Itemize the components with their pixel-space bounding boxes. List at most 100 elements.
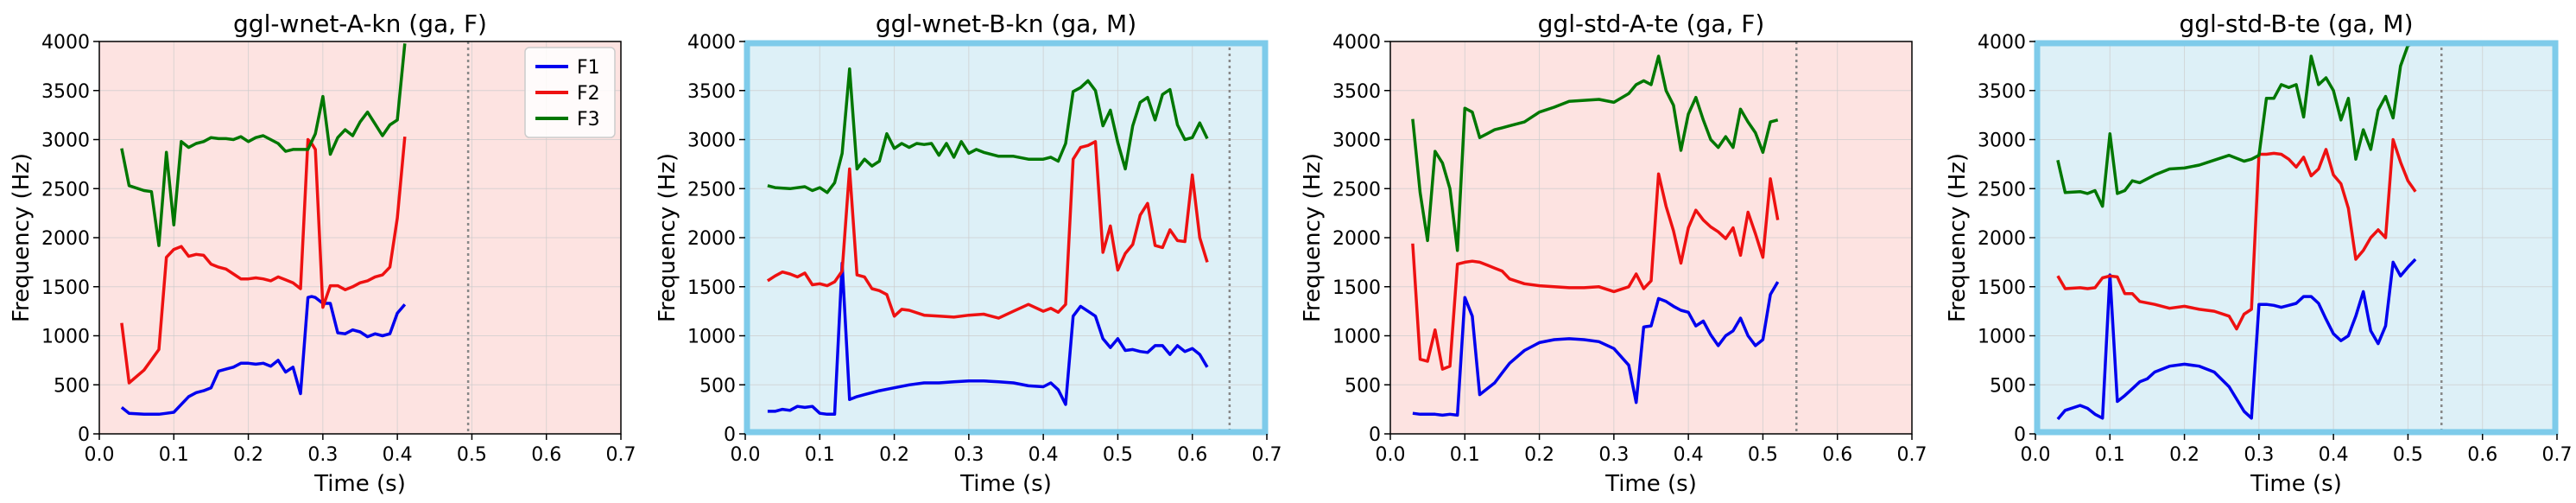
- y-tick-label: 4000: [687, 32, 736, 54]
- x-tick-label: 0.6: [2467, 444, 2497, 466]
- series-line-f1: [120, 295, 407, 417]
- y-tick-label: 0: [2014, 424, 2026, 446]
- y-tick-label: 2500: [41, 179, 90, 201]
- series-line-f3: [767, 67, 1209, 194]
- legend-box: [524, 47, 616, 138]
- series-line-f3: [2056, 41, 2416, 208]
- x-tick-label: 0.2: [2169, 444, 2199, 466]
- x-axis-label: Time (s): [1604, 471, 1697, 497]
- x-tick-label: 0.6: [1822, 444, 1852, 466]
- y-tick-label: 3000: [1978, 131, 2026, 152]
- x-tick-label: 0.4: [1029, 444, 1059, 466]
- legend-label-f1: F1: [577, 57, 600, 79]
- x-tick-label: 0.3: [2244, 444, 2274, 466]
- x-tick-label: 0.3: [953, 444, 984, 466]
- y-tick-label: 3500: [41, 81, 90, 103]
- chart-title: ggl-std-A-te (ga, F): [1538, 10, 1765, 38]
- y-tick-label: 2500: [1978, 179, 2026, 201]
- series-line-f3: [120, 43, 407, 247]
- y-tick-label: 2500: [1332, 179, 1381, 201]
- x-tick-label: 0.0: [1376, 444, 1406, 466]
- y-tick-label: 3500: [687, 81, 736, 103]
- chart-panel-4: 0.0 0.1 0.2 0.3 0.4 0.5 0.6 0.7 0 500 1000 1500 2000…: [1945, 10, 2573, 497]
- x-axis-label: Time (s): [2250, 471, 2342, 497]
- x-tick-label: 0.3: [1598, 444, 1629, 466]
- series-line-f1: [2056, 258, 2417, 421]
- series-line-f2: [120, 136, 407, 385]
- x-tick-label: 0.4: [1674, 444, 1704, 466]
- x-tick-label: 0.4: [2319, 444, 2349, 466]
- x-tick-label: 0.6: [1177, 444, 1207, 466]
- y-tick-label: 2000: [687, 228, 736, 250]
- x-axis-label: Time (s): [313, 471, 406, 497]
- series-line-f2: [1411, 172, 1780, 371]
- y-tick-label: 4000: [1978, 32, 2026, 54]
- x-tick-label: 0.1: [2095, 444, 2125, 466]
- y-tick-label: 500: [54, 375, 90, 397]
- y-axis-label: Frequency (Hz): [655, 153, 680, 322]
- x-tick-label: 0.5: [2393, 444, 2423, 466]
- x-tick-label: 0.2: [1524, 444, 1554, 466]
- x-tick-label: 0.1: [1450, 444, 1480, 466]
- y-tick-label: 3000: [1332, 131, 1381, 152]
- chart-title: ggl-std-B-te (ga, M): [2179, 10, 2413, 38]
- y-tick-label: 4000: [41, 32, 90, 54]
- y-tick-label: 2000: [1978, 228, 2026, 250]
- legend: F1 F2 F3: [524, 47, 616, 138]
- legend-label-f3: F3: [577, 109, 600, 131]
- y-tick-label: 1500: [687, 277, 736, 299]
- chart-title: ggl-wnet-B-kn (ga, M): [876, 10, 1136, 38]
- plot-frame-highlight: [744, 40, 1269, 436]
- y-tick-label: 1000: [687, 327, 736, 348]
- y-tick-label: 1500: [1978, 277, 2026, 299]
- x-tick-label: 0.2: [879, 444, 909, 466]
- series-line-f2: [2056, 137, 2417, 331]
- series-line-f3: [1411, 54, 1779, 252]
- y-tick-label: 2500: [687, 179, 736, 201]
- y-tick-label: 500: [699, 375, 736, 397]
- y-tick-label: 0: [724, 424, 736, 446]
- y-tick-label: 1500: [41, 277, 90, 299]
- x-tick-label: 0.1: [159, 444, 189, 466]
- x-tick-label: 0.5: [1748, 444, 1778, 466]
- x-tick-label: 0.6: [531, 444, 561, 466]
- chart-title: ggl-wnet-A-kn (ga, F): [233, 10, 487, 38]
- x-tick-label: 0.0: [731, 444, 761, 466]
- x-tick-label: 0.2: [233, 444, 263, 466]
- x-axis-label: Time (s): [959, 471, 1052, 497]
- y-tick-label: 500: [1990, 375, 2026, 397]
- x-tick-label: 0.5: [1103, 444, 1133, 466]
- y-tick-label: 1500: [1332, 277, 1381, 299]
- y-axis-label: Frequency (Hz): [1945, 153, 1971, 322]
- y-tick-label: 3500: [1978, 81, 2026, 103]
- x-tick-label: 0.3: [307, 444, 338, 466]
- y-tick-label: 3000: [687, 131, 736, 152]
- series-line-f1: [1412, 281, 1780, 417]
- series-line-f1: [767, 261, 1209, 417]
- x-tick-label: 0.7: [1252, 444, 1282, 466]
- legend-label-f2: F2: [577, 83, 600, 105]
- chart-panel-3: 0.0 0.1 0.2 0.3 0.4 0.5 0.6 0.7 0 500 1000 1500 2000…: [1300, 10, 1927, 497]
- series-line-f2: [766, 140, 1209, 320]
- x-tick-label: 0.1: [805, 444, 835, 466]
- x-tick-label: 0.7: [2542, 444, 2573, 466]
- x-tick-label: 0.4: [383, 444, 413, 466]
- y-tick-label: 2000: [1332, 228, 1381, 250]
- chart-panel-2: 0.0 0.1 0.2 0.3 0.4 0.5 0.6 0.7 0 500 1000 1500 2000…: [655, 10, 1282, 497]
- y-axis-label: Frequency (Hz): [9, 153, 35, 322]
- y-tick-label: 3000: [41, 131, 90, 152]
- y-tick-label: 0: [1369, 424, 1381, 446]
- y-tick-label: 1000: [1332, 327, 1381, 348]
- y-axis-label: Frequency (Hz): [1300, 153, 1326, 322]
- plot-frame-highlight: [2034, 40, 2559, 436]
- y-tick-label: 0: [78, 424, 90, 446]
- x-tick-label: 0.0: [2021, 444, 2051, 466]
- x-tick-label: 0.7: [606, 444, 636, 466]
- y-tick-label: 2000: [41, 228, 90, 250]
- y-tick-label: 4000: [1332, 32, 1381, 54]
- y-tick-label: 500: [1345, 375, 1381, 397]
- y-tick-label: 1000: [41, 327, 90, 348]
- x-tick-label: 0.7: [1897, 444, 1927, 466]
- y-tick-label: 3500: [1332, 81, 1381, 103]
